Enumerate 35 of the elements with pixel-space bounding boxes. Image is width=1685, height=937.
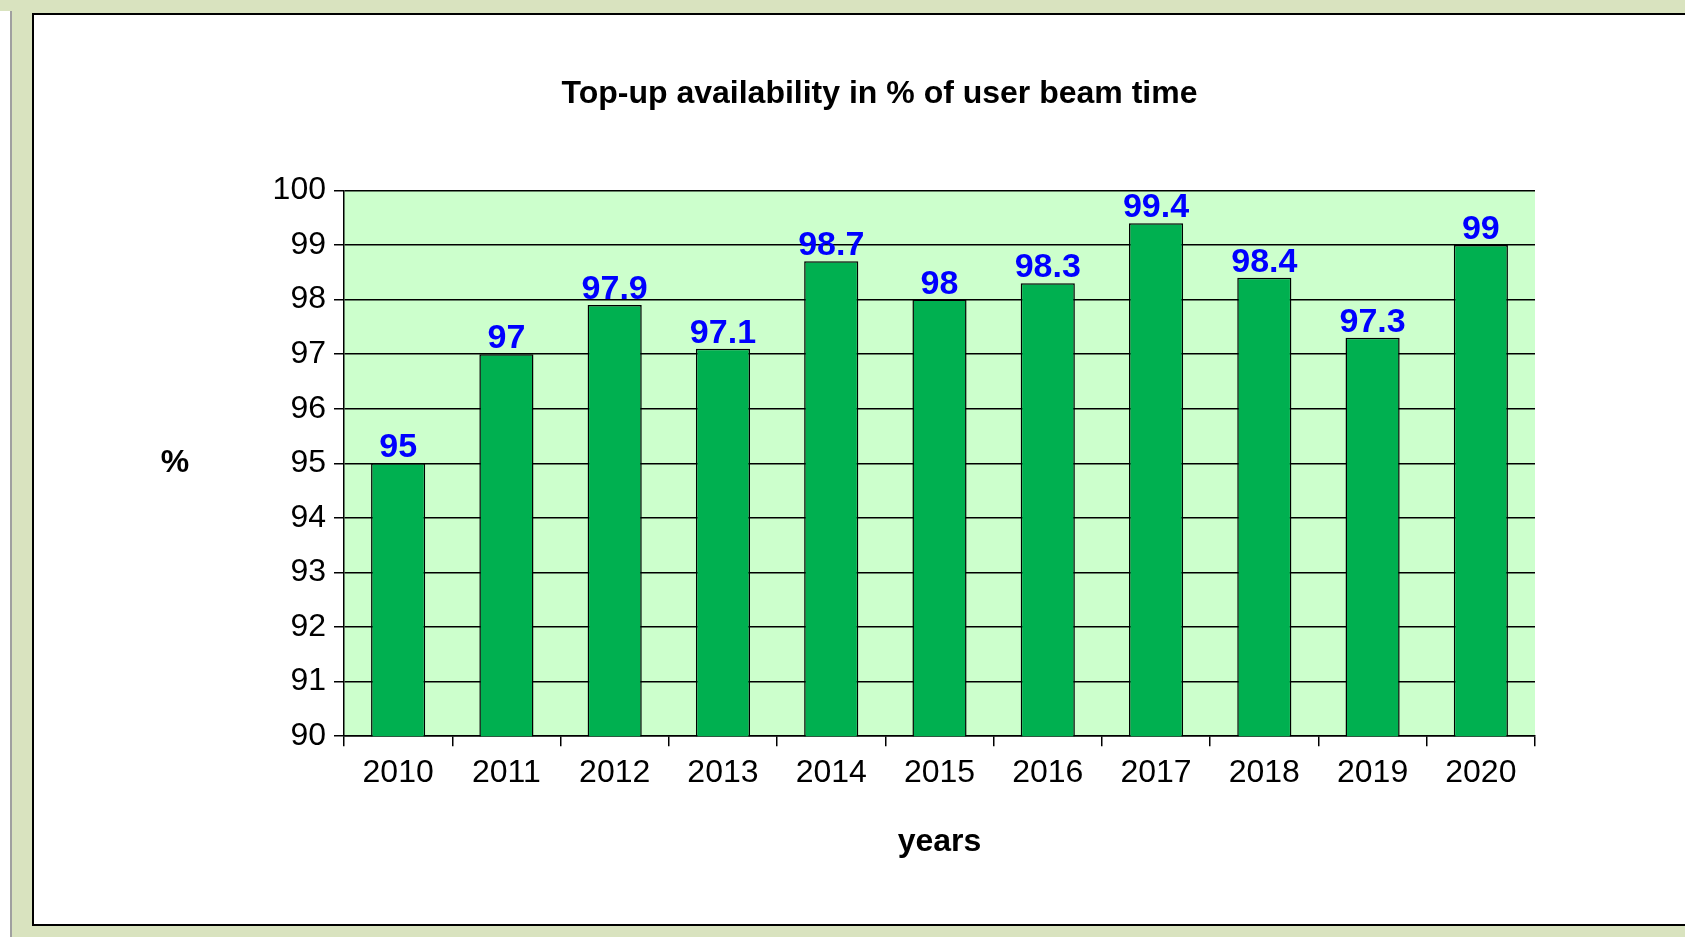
y-tick-label: 94 — [290, 497, 326, 534]
data-label: 98 — [920, 262, 959, 301]
x-tick-label: 2020 — [1445, 753, 1517, 790]
y-tick-label: 97 — [290, 333, 326, 370]
y-tick-label: 93 — [290, 552, 326, 589]
y-tick-label: 99 — [290, 224, 326, 261]
x-tick-label: 2012 — [579, 753, 651, 790]
data-label: 98.3 — [1014, 246, 1081, 285]
y-tick-label: 91 — [290, 661, 326, 698]
data-label: 99 — [1461, 207, 1500, 246]
x-tick-label: 2019 — [1337, 753, 1409, 790]
x-tick-label: 2010 — [362, 753, 434, 790]
x-tick-label: 2017 — [1120, 753, 1192, 790]
x-tick-label: 2018 — [1228, 753, 1300, 790]
x-tick-label: 2013 — [687, 753, 759, 790]
x-axis-title: years — [897, 821, 982, 858]
y-tick-label: 96 — [290, 388, 326, 425]
data-label: 97.3 — [1339, 300, 1406, 339]
data-label: 97.1 — [689, 311, 757, 350]
data-label: 95 — [379, 426, 418, 465]
y-tick-label: 98 — [290, 279, 326, 316]
y-axis-title: % — [160, 443, 190, 480]
chart-title: Top-up availability in % of user beam time — [561, 74, 1198, 111]
y-tick-label: 92 — [290, 606, 326, 643]
x-tick-label: 2011 — [472, 753, 541, 790]
data-label: 97.9 — [581, 268, 648, 307]
x-tick-label: 2016 — [1012, 753, 1084, 790]
data-label: 97 — [487, 317, 526, 356]
y-tick-label: 95 — [290, 443, 326, 480]
data-label: 98.4 — [1231, 240, 1298, 279]
data-label: 99.4 — [1122, 186, 1190, 225]
y-tick-label: 100 — [272, 170, 326, 207]
y-tick-label: 90 — [290, 716, 326, 753]
x-tick-label: 2015 — [903, 753, 976, 790]
x-tick-label: 2014 — [795, 753, 867, 790]
